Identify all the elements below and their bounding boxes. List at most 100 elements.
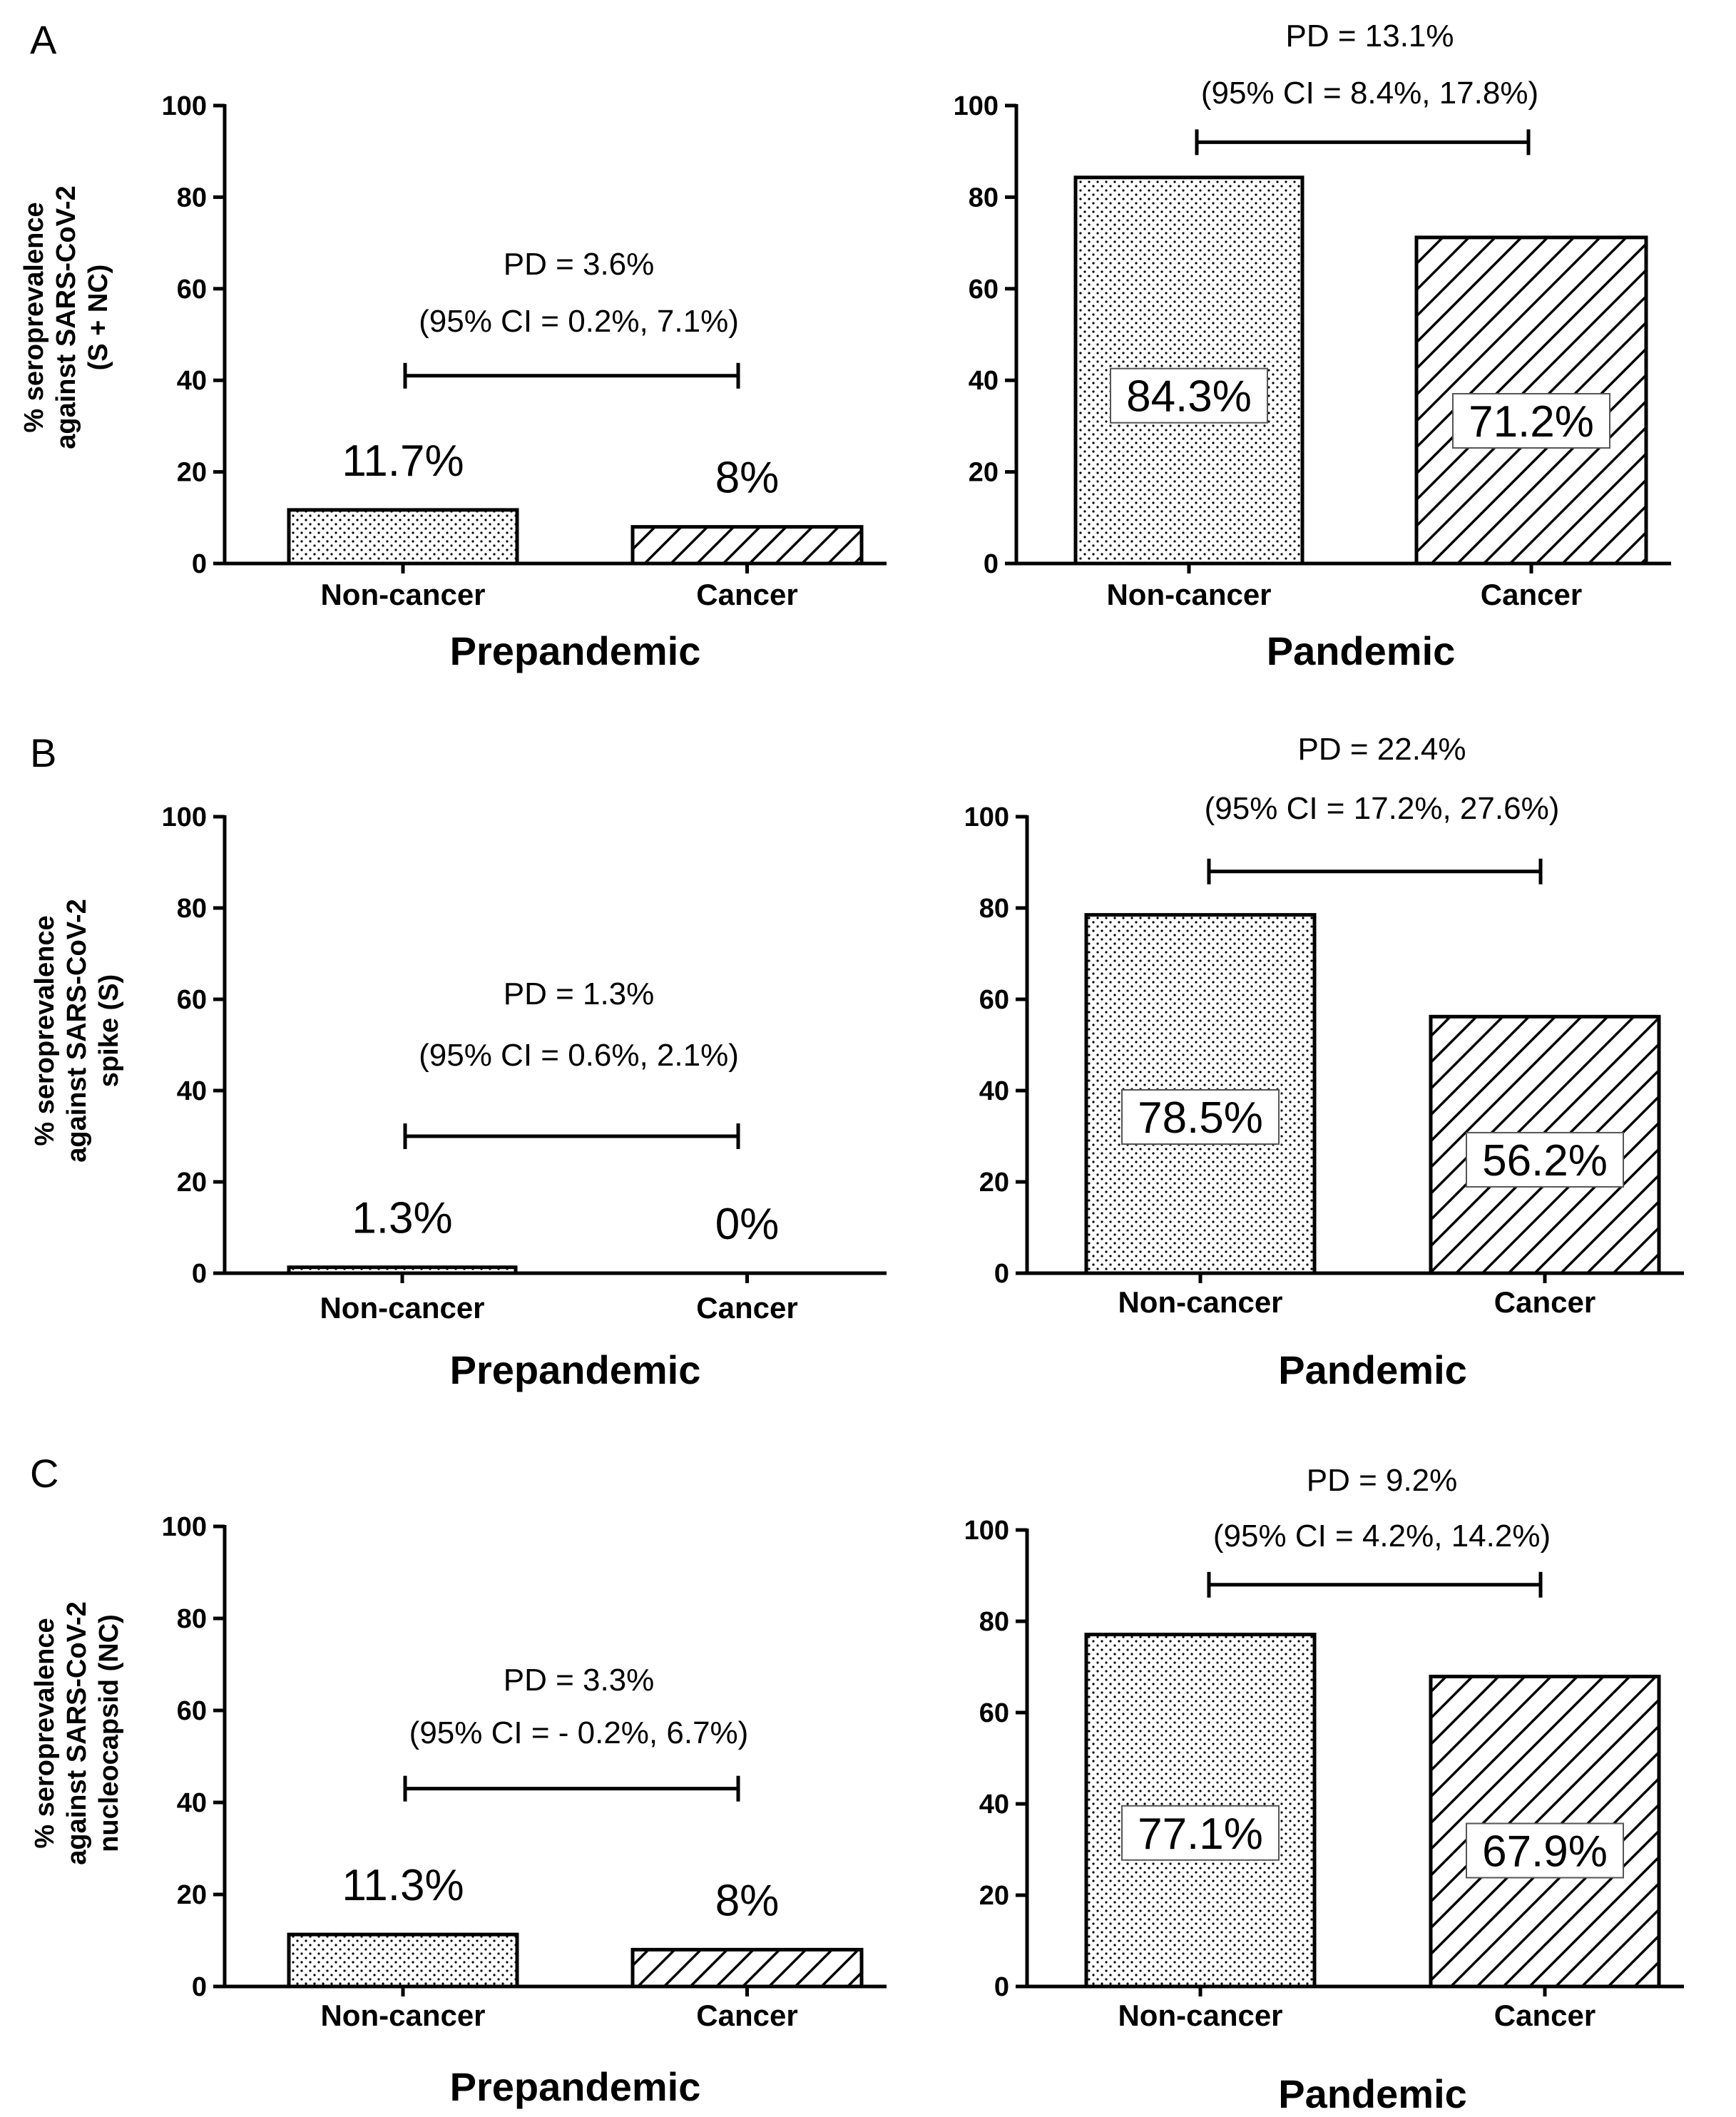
y-axis-title-line: (S + NC) xyxy=(83,265,113,371)
data-label: 84.3% xyxy=(1126,372,1252,422)
y-tick-label: 0 xyxy=(192,1259,207,1289)
y-tick-label: 40 xyxy=(177,1788,207,1818)
data-label: 71.2% xyxy=(1469,397,1594,447)
y-tick-label: 100 xyxy=(964,1516,1009,1546)
x-tick-label: Non-cancer xyxy=(320,578,485,611)
panel-letter-a: A xyxy=(30,17,57,62)
y-tick-label: 60 xyxy=(969,275,999,305)
bar-non-cancer xyxy=(287,1932,519,1989)
x-tick-label: Non-cancer xyxy=(320,1999,485,2032)
y-tick-label: 100 xyxy=(964,802,1009,832)
pd-confidence-interval: (95% CI = - 0.2%, 6.7%) xyxy=(409,1715,749,1750)
y-axis-title-line: nucleocapsid (NC) xyxy=(94,1614,124,1852)
group-title: Prepandemic xyxy=(450,628,701,673)
x-tick-label: Cancer xyxy=(696,1291,797,1325)
y-tick-label: 20 xyxy=(969,458,999,488)
bar-cancer xyxy=(630,1947,864,1989)
data-label: 56.2% xyxy=(1482,1136,1608,1185)
y-axis-title-line: against SARS-CoV-2 xyxy=(62,1601,92,1865)
chart-a-pandemic: 0 20 40 60 80 100 Non-cancer 84.3% Cancer 71.2% Pa… xyxy=(954,19,1671,673)
y-tick-label: 40 xyxy=(177,366,207,396)
pd-confidence-interval: (95% CI = 17.2%, 27.6%) xyxy=(1205,791,1560,826)
pd-value: PD = 3.3% xyxy=(504,1663,655,1698)
x-tick-label: Cancer xyxy=(1481,578,1582,611)
y-tick-label: 80 xyxy=(177,894,207,924)
y-tick-label: 60 xyxy=(979,985,1009,1015)
y-axis-title-line: spike (S) xyxy=(94,974,124,1087)
bar-cancer xyxy=(630,525,864,566)
y-tick-label: 40 xyxy=(979,1790,1009,1820)
y-tick-label: 20 xyxy=(177,1880,207,1910)
data-label: 77.1% xyxy=(1138,1810,1263,1859)
y-tick-label: 60 xyxy=(177,1696,207,1726)
y-tick-label: 80 xyxy=(979,1607,1009,1637)
x-tick-label: Non-cancer xyxy=(1118,1999,1282,2032)
data-label: 1.3% xyxy=(352,1194,452,1243)
group-title: Prepandemic xyxy=(450,1347,701,1392)
data-label-box xyxy=(1452,393,1610,449)
pd-value: PD = 9.2% xyxy=(1307,1463,1458,1498)
data-label: 11.3% xyxy=(342,1861,464,1910)
y-tick-label: 60 xyxy=(177,275,207,305)
y-axis-title-line: % seroprevalence xyxy=(30,1618,60,1848)
y-axis-title-c: % seroprevalence against SARS-CoV-2 nucl… xyxy=(30,1601,124,1865)
data-label: 78.5% xyxy=(1138,1093,1263,1143)
data-label: 11.7% xyxy=(342,437,464,486)
chart-a-prepandemic: 0 20 40 60 80 100 Non-cancer 11.7% Cancer 8% Prepa… xyxy=(162,91,887,673)
data-label-box xyxy=(1110,367,1268,424)
y-tick-label: 60 xyxy=(979,1698,1009,1728)
y-tick-label: 80 xyxy=(979,894,1009,924)
chart-b-pandemic: 0 20 40 60 80 100 Non-cancer 78.5% Cancer 56.2% Pa… xyxy=(964,732,1684,1392)
y-tick-label: 20 xyxy=(177,458,207,488)
pd-value: PD = 22.4% xyxy=(1297,732,1466,767)
group-title: Pandemic xyxy=(1267,628,1456,673)
pd-confidence-interval: (95% CI = 8.4%, 17.8%) xyxy=(1201,76,1538,111)
y-tick-label: 100 xyxy=(162,91,207,121)
y-axis-title-line: % seroprevalence xyxy=(30,915,60,1146)
y-axis-title-line: against SARS-CoV-2 xyxy=(51,185,81,449)
x-tick-label: Cancer xyxy=(1494,1285,1595,1319)
data-label-box xyxy=(1466,1131,1624,1188)
group-title: Pandemic xyxy=(1278,1347,1467,1392)
x-tick-label: Non-cancer xyxy=(1106,578,1271,611)
data-label-box xyxy=(1121,1805,1280,1861)
y-tick-label: 20 xyxy=(177,1168,207,1198)
data-label: 8% xyxy=(715,454,780,503)
y-axis-title-a: % seroprevalence against SARS-CoV-2 (S +… xyxy=(19,185,113,449)
x-tick-label: Cancer xyxy=(1494,1999,1595,2032)
y-axis-title-b: % seroprevalence against SARS-CoV-2 spik… xyxy=(30,899,124,1163)
panel-letter-c: C xyxy=(30,1451,58,1496)
pd-confidence-interval: (95% CI = 4.2%, 14.2%) xyxy=(1213,1519,1551,1554)
bar-non-cancer xyxy=(287,1265,518,1275)
x-tick-label: Cancer xyxy=(696,578,797,611)
y-tick-label: 80 xyxy=(177,1604,207,1634)
x-tick-label: Non-cancer xyxy=(1118,1285,1282,1319)
y-tick-label: 60 xyxy=(177,985,207,1015)
y-tick-label: 100 xyxy=(162,802,207,832)
bar-non-cancer xyxy=(287,508,519,566)
y-tick-label: 40 xyxy=(969,366,999,396)
chart-b-prepandemic: 0 20 40 60 80 100 Non-cancer 1.3% Cancer 0% Prepan… xyxy=(162,802,887,1392)
data-label-box xyxy=(1466,1822,1624,1879)
data-label: 0% xyxy=(715,1200,780,1249)
y-tick-label: 0 xyxy=(994,1259,1009,1289)
panel-letter-b: B xyxy=(30,730,56,775)
pd-value: PD = 13.1% xyxy=(1285,19,1454,53)
y-tick-label: 100 xyxy=(162,1512,207,1542)
pd-confidence-interval: (95% CI = 0.2%, 7.1%) xyxy=(419,304,739,339)
y-tick-label: 0 xyxy=(984,549,999,579)
data-label: 67.9% xyxy=(1482,1827,1608,1876)
group-title: Prepandemic xyxy=(450,2064,701,2109)
y-tick-label: 80 xyxy=(969,183,999,213)
y-tick-label: 0 xyxy=(994,1972,1009,2002)
y-tick-label: 0 xyxy=(192,549,207,579)
x-tick-label: Non-cancer xyxy=(320,1291,484,1325)
y-tick-label: 40 xyxy=(979,1076,1009,1106)
y-tick-label: 0 xyxy=(192,1972,207,2002)
y-tick-label: 20 xyxy=(979,1168,1009,1198)
y-tick-label: 80 xyxy=(177,183,207,213)
y-tick-label: 100 xyxy=(954,91,999,121)
chart-c-prepandemic: 0 20 40 60 80 100 Non-cancer 11.3% Cancer 8% Prepa… xyxy=(162,1512,887,2109)
y-tick-label: 20 xyxy=(979,1881,1009,1911)
